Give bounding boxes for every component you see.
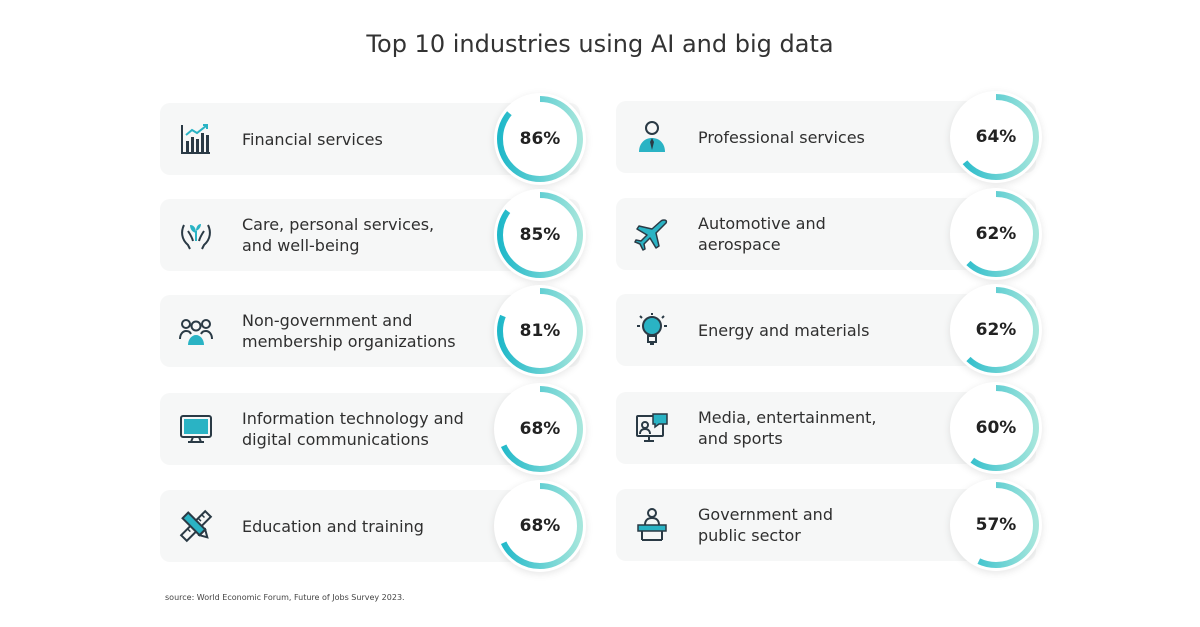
percentage-ring: 86% xyxy=(494,93,586,185)
industry-card: Automotive and aerospace 62% xyxy=(616,188,1042,280)
percentage-ring: 68% xyxy=(494,480,586,572)
industry-card: Education and training 68% xyxy=(160,480,586,572)
industry-card: Energy and materials 62% xyxy=(616,284,1042,376)
percentage-arc xyxy=(953,191,1039,277)
percentage-arc xyxy=(497,96,583,182)
percentage-arc xyxy=(497,386,583,472)
industry-label: Information technology and digital commu… xyxy=(242,409,464,449)
percentage-ring: 62% xyxy=(950,188,1042,280)
industry-label: Government and public sector xyxy=(698,505,833,545)
bar-chart-icon xyxy=(178,121,214,157)
percentage-value: 57% xyxy=(975,515,1017,535)
percentage-arc xyxy=(953,94,1039,180)
percentage-arc xyxy=(953,482,1039,568)
source-note: source: World Economic Forum, Future of … xyxy=(165,593,405,602)
pencil-ruler-icon xyxy=(178,508,214,544)
industry-card: Financial services 86% xyxy=(160,93,586,185)
monitor-icon xyxy=(178,411,214,447)
industry-card: Professional services 64% xyxy=(616,91,1042,183)
industry-label: Media, entertainment, and sports xyxy=(698,408,877,448)
percentage-value: 85% xyxy=(519,225,561,245)
industry-label: Care, personal services, and well-being xyxy=(242,215,435,255)
percentage-ring: 68% xyxy=(494,383,586,475)
podium-speaker-icon xyxy=(634,507,670,543)
hands-plant-icon xyxy=(178,217,214,253)
percentage-value: 64% xyxy=(975,127,1017,147)
percentage-arc xyxy=(497,288,583,374)
percentage-ring: 85% xyxy=(494,189,586,281)
percentage-ring: 81% xyxy=(494,285,586,377)
percentage-arc xyxy=(497,483,583,569)
percentage-value: 86% xyxy=(519,129,561,149)
percentage-ring: 60% xyxy=(950,382,1042,474)
industry-card: Information technology and digital commu… xyxy=(160,383,586,475)
industry-card: Media, entertainment, and sports 60% xyxy=(616,382,1042,474)
industry-label: Financial services xyxy=(242,129,383,149)
percentage-arc xyxy=(953,385,1039,471)
percentage-value: 81% xyxy=(519,321,561,341)
industry-label: Energy and materials xyxy=(698,320,870,340)
percentage-ring: 64% xyxy=(950,91,1042,183)
industry-label: Professional services xyxy=(698,127,865,147)
percentage-value: 62% xyxy=(975,320,1017,340)
industry-card: Government and public sector 57% xyxy=(616,479,1042,571)
media-screen-icon xyxy=(634,410,670,446)
percentage-value: 60% xyxy=(975,418,1017,438)
chart-title: Top 10 industries using AI and big data xyxy=(366,30,834,58)
percentage-arc xyxy=(953,287,1039,373)
percentage-value: 62% xyxy=(975,224,1017,244)
lightbulb-icon xyxy=(634,312,670,348)
percentage-value: 68% xyxy=(519,516,561,536)
industry-card: Care, personal services, and well-being 8… xyxy=(160,189,586,281)
percentage-ring: 57% xyxy=(950,479,1042,571)
percentage-ring: 62% xyxy=(950,284,1042,376)
industry-label: Non-government and membership organizati… xyxy=(242,311,456,351)
industry-card: Non-government and membership organizati… xyxy=(160,285,586,377)
airplane-icon xyxy=(634,216,670,252)
industry-label: Automotive and aerospace xyxy=(698,214,826,254)
people-group-icon xyxy=(178,313,214,349)
industry-label: Education and training xyxy=(242,516,424,536)
percentage-value: 68% xyxy=(519,419,561,439)
businessman-icon xyxy=(634,119,670,155)
percentage-arc xyxy=(497,192,583,278)
